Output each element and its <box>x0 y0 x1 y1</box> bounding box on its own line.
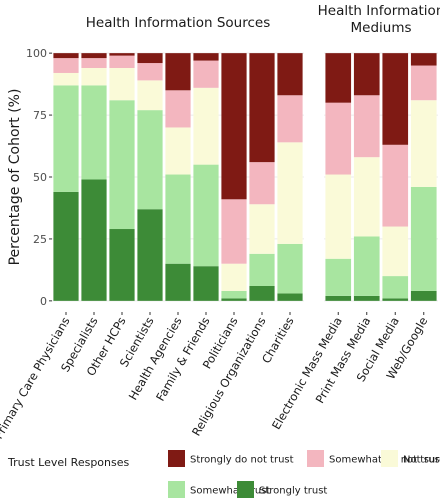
bar-other-hcps-somewhat-do-not-trust <box>109 55 135 69</box>
bar-social-media-strongly-trust <box>382 298 409 301</box>
bar-primary-care-physicians-somewhat-do-not-trust <box>53 58 79 73</box>
legend-item-somewhat-trust: Somewhat Trust <box>168 481 270 498</box>
panel-title: Health Information Sources <box>86 15 270 31</box>
bar-charities-strongly-do-not-trust <box>277 53 303 96</box>
y-tick-label: 0 <box>40 295 47 308</box>
bar-electronic-mass-media-somewhat-trust <box>325 258 352 296</box>
bar-primary-care-physicians-strongly-trust <box>53 191 79 301</box>
bar-specialists-strongly-trust <box>81 179 107 301</box>
bar-scientists-somewhat-trust <box>137 110 163 210</box>
x-tick-label: Primary Care Physicians <box>0 315 73 442</box>
bar-web-google-not-sure <box>410 100 437 187</box>
bar-social-media-somewhat-trust <box>382 276 409 299</box>
y-axis-label: Percentage of Cohort (%) <box>7 89 23 266</box>
bar-family-friends-not-sure <box>193 87 219 165</box>
y-tick-label: 75 <box>33 109 47 122</box>
bar-other-hcps-strongly-do-not-trust <box>109 53 135 56</box>
bar-politicians-strongly-do-not-trust <box>221 53 247 200</box>
bar-electronic-mass-media-strongly-trust <box>325 295 352 301</box>
bar-scientists-somewhat-do-not-trust <box>137 63 163 81</box>
legend-swatch <box>237 481 254 498</box>
bar-specialists-somewhat-do-not-trust <box>81 58 107 69</box>
bar-web-google-strongly-trust <box>410 290 437 301</box>
panel-health-information-sources: Health Information Sources Primary Care P… <box>0 15 304 441</box>
bar-family-friends-somewhat-do-not-trust <box>193 60 219 88</box>
y-tick-label: 50 <box>33 171 47 184</box>
legend-title: Trust Level Responses <box>7 456 130 469</box>
bar-other-hcps-not-sure <box>109 68 135 101</box>
bar-print-mass-media-somewhat-do-not-trust <box>353 95 380 158</box>
bar-other-hcps-somewhat-trust <box>109 100 135 230</box>
bar-print-mass-media-strongly-do-not-trust <box>353 53 380 96</box>
bar-family-friends-somewhat-trust <box>193 164 219 267</box>
bar-religious-organizations-strongly-trust <box>249 285 275 301</box>
bar-health-agencies-somewhat-trust <box>165 174 191 264</box>
bar-primary-care-physicians-not-sure <box>53 72 79 86</box>
bar-web-google-strongly-do-not-trust <box>410 53 437 66</box>
bar-specialists-somewhat-trust <box>81 85 107 180</box>
bar-religious-organizations-not-sure <box>249 204 275 254</box>
bar-health-agencies-strongly-do-not-trust <box>165 53 191 91</box>
legend-swatch <box>307 450 324 467</box>
bar-print-mass-media-strongly-trust <box>353 295 380 301</box>
bar-electronic-mass-media-strongly-do-not-trust <box>325 53 352 103</box>
bar-politicians-not-sure <box>221 263 247 291</box>
bar-social-media-not-sure <box>382 226 409 277</box>
bar-religious-organizations-somewhat-trust <box>249 253 275 286</box>
legend-swatch <box>168 450 185 467</box>
bar-scientists-not-sure <box>137 80 163 111</box>
bar-social-media-strongly-do-not-trust <box>382 53 409 145</box>
bar-web-google-somewhat-do-not-trust <box>410 65 437 101</box>
bar-web-google-somewhat-trust <box>410 186 437 291</box>
legend-item-strongly-trust: Strongly trust <box>237 481 327 498</box>
bar-politicians-somewhat-do-not-trust <box>221 199 247 264</box>
bar-other-hcps-strongly-trust <box>109 229 135 301</box>
bar-specialists-strongly-do-not-trust <box>81 53 107 59</box>
bar-charities-strongly-trust <box>277 293 303 301</box>
legend-label: Not sure <box>403 455 440 466</box>
bar-religious-organizations-somewhat-do-not-trust <box>249 162 275 205</box>
bar-print-mass-media-somewhat-trust <box>353 236 380 296</box>
y-tick-label: 25 <box>33 233 47 246</box>
bar-politicians-strongly-trust <box>221 298 247 301</box>
legend-item-not-sure: Not sure <box>381 450 440 467</box>
bar-health-agencies-somewhat-do-not-trust <box>165 90 191 128</box>
bar-health-agencies-not-sure <box>165 127 191 175</box>
bar-health-agencies-strongly-trust <box>165 263 191 301</box>
bar-print-mass-media-not-sure <box>353 157 380 237</box>
legend-label: Somewhat Trust <box>190 486 270 497</box>
legend-swatch <box>168 481 185 498</box>
bar-family-friends-strongly-trust <box>193 266 219 301</box>
legend: Trust Level Responses Strongly do not tru… <box>7 450 440 498</box>
bar-politicians-somewhat-trust <box>221 290 247 299</box>
bar-charities-not-sure <box>277 142 303 244</box>
bar-social-media-somewhat-do-not-trust <box>382 144 409 227</box>
bar-specialists-not-sure <box>81 68 107 86</box>
legend-item-strongly-do-not-trust: Strongly do not trust <box>168 450 294 467</box>
legend-label: Strongly do not trust <box>190 455 294 466</box>
bar-primary-care-physicians-somewhat-trust <box>53 85 79 192</box>
bar-primary-care-physicians-strongly-do-not-trust <box>53 53 79 59</box>
bar-electronic-mass-media-not-sure <box>325 174 352 259</box>
legend-swatch <box>381 450 398 467</box>
legend-label: Strongly trust <box>259 486 327 497</box>
bar-scientists-strongly-do-not-trust <box>137 53 163 64</box>
y-tick-label: 100 <box>26 47 47 60</box>
bar-charities-somewhat-trust <box>277 243 303 294</box>
bar-electronic-mass-media-somewhat-do-not-trust <box>325 102 352 175</box>
bar-scientists-strongly-trust <box>137 209 163 301</box>
bar-religious-organizations-strongly-do-not-trust <box>249 53 275 163</box>
bar-family-friends-strongly-do-not-trust <box>193 53 219 61</box>
bar-charities-somewhat-do-not-trust <box>277 95 303 143</box>
panel-title: Health Information Mediums <box>318 3 440 36</box>
